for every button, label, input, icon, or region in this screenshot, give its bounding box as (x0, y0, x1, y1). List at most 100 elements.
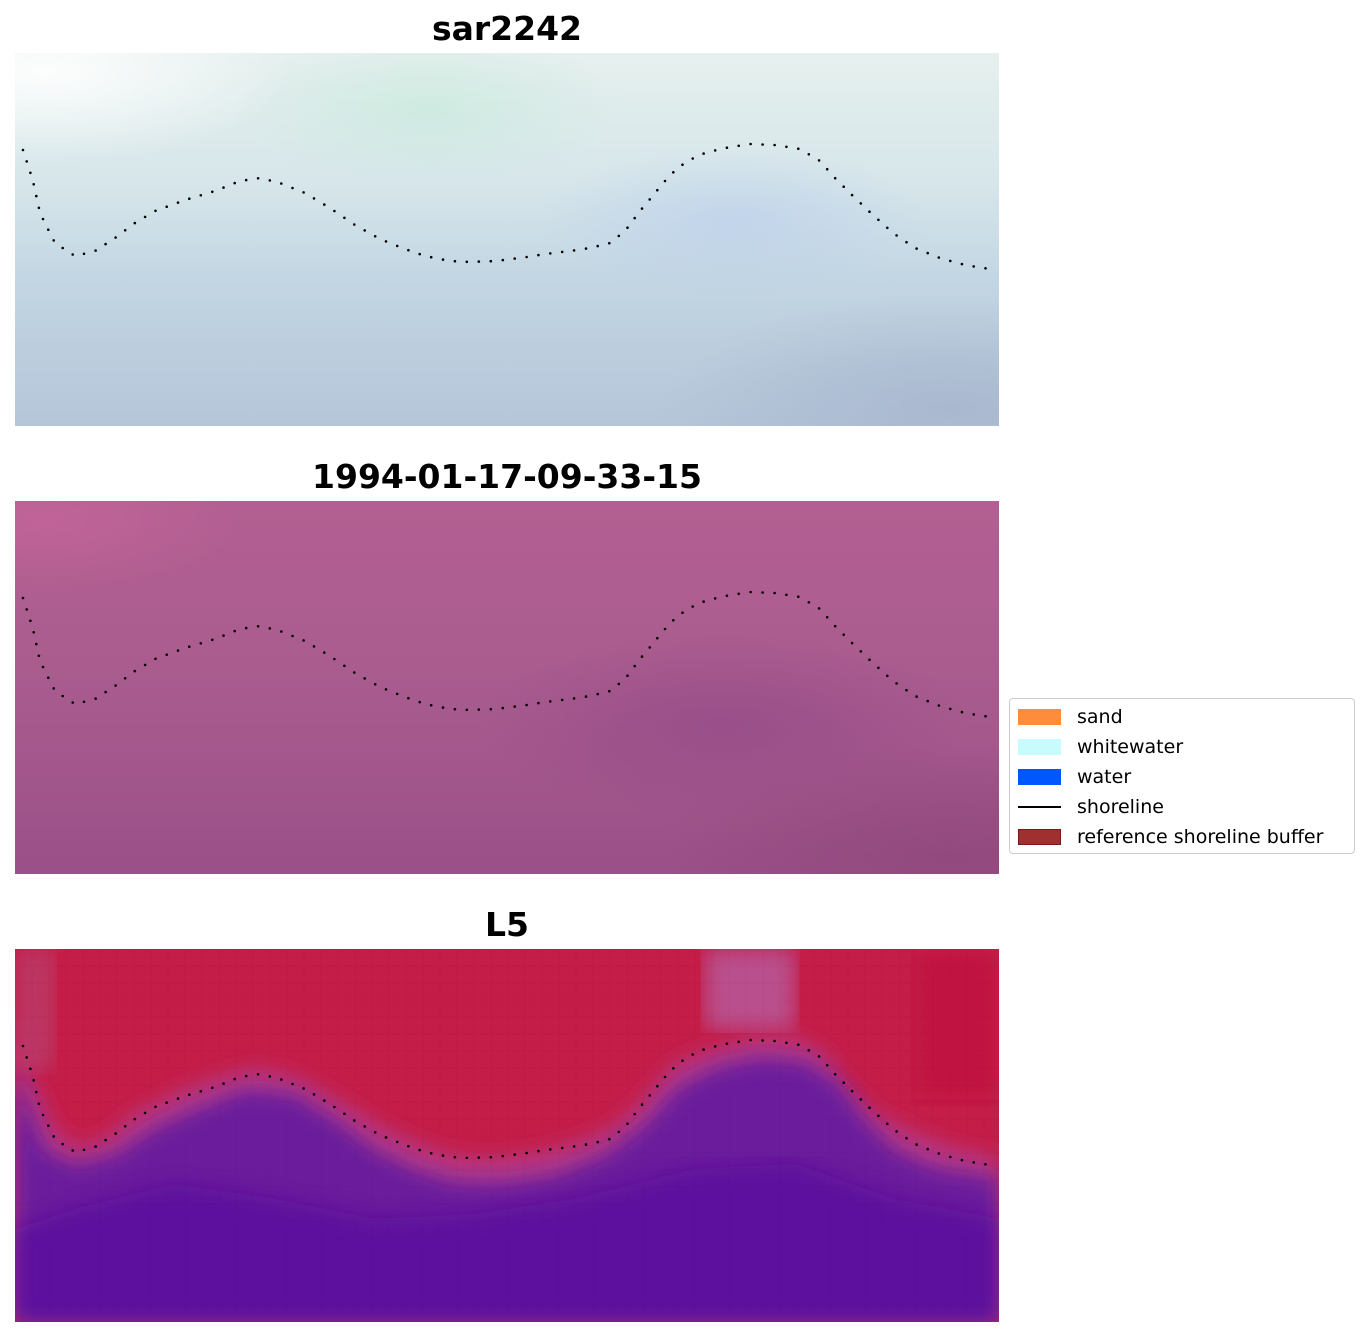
shoreline-dot (489, 707, 493, 711)
shoreline-dot (681, 1059, 684, 1062)
shoreline-dot (596, 692, 599, 696)
shoreline-dot (291, 634, 294, 638)
shoreline-dot (211, 190, 214, 194)
shoreline-dot (429, 255, 433, 259)
shoreline-dot (82, 252, 86, 256)
shoreline-dot (725, 146, 729, 149)
shoreline-dot (785, 1041, 788, 1045)
shoreline-dot (761, 591, 764, 594)
shoreline-dot (407, 248, 410, 252)
shoreline-dot (154, 209, 157, 213)
shoreline-line-swatch (1018, 806, 1061, 808)
shoreline-dot (681, 163, 684, 166)
shoreline-dot (123, 229, 127, 232)
shoreline-dot (104, 242, 107, 246)
shoreline-dot (280, 1078, 283, 1081)
shoreline-dot (886, 226, 889, 230)
shoreline-dot (702, 1048, 705, 1051)
shoreline-dot (859, 650, 863, 653)
shoreline-dot (926, 251, 929, 255)
shoreline-dot (807, 1049, 811, 1052)
satellite-image-rgb (15, 53, 999, 426)
shoreline-dot (429, 1151, 433, 1155)
shoreline-dot (886, 674, 889, 678)
shoreline-dot (114, 1132, 117, 1135)
shoreline-dot (165, 1101, 168, 1104)
shoreline-dot (133, 221, 137, 225)
shoreline-dot (537, 701, 540, 705)
legend-item-water: water (1018, 765, 1131, 789)
shoreline-dot (608, 689, 611, 693)
shoreline-dot (94, 697, 97, 700)
shoreline-dot (441, 258, 445, 261)
legend-label: water (1077, 766, 1132, 788)
shoreline-dot (302, 639, 305, 642)
shoreline-dot (407, 1144, 410, 1148)
shoreline-dot (713, 597, 717, 600)
shoreline-dot (21, 148, 25, 152)
shoreline-dot (47, 228, 50, 231)
shoreline-dot (268, 179, 272, 182)
shoreline-dot (513, 1153, 516, 1156)
shoreline-dot (154, 657, 157, 661)
legend-item-shoreline: shoreline (1018, 795, 1164, 819)
shoreline-dot (681, 611, 684, 614)
shoreline-dot (672, 1067, 675, 1070)
shoreline-dot (323, 1099, 326, 1102)
shoreline-dot (761, 143, 764, 146)
buffer-swatch (1018, 829, 1061, 845)
shoreline-dot (489, 259, 493, 263)
shoreline-dot (176, 1097, 180, 1100)
shoreline-dot (82, 1148, 86, 1152)
shoreline-dot (52, 239, 55, 242)
shoreline-dot (333, 209, 336, 213)
shoreline-dots (21, 1038, 987, 1166)
shoreline-dot (691, 605, 694, 608)
shoreline-dot (525, 703, 528, 707)
shoreline-dot (477, 1156, 481, 1159)
shoreline-dots (21, 142, 987, 270)
shoreline-dot (972, 265, 975, 268)
shoreline-dot (176, 201, 180, 204)
shoreline-dot (877, 218, 880, 222)
shoreline-dot (584, 1143, 588, 1146)
shoreline-dot (850, 1089, 854, 1093)
shoreline-dot (61, 694, 64, 698)
shoreline-dot (937, 256, 941, 259)
shoreline-dot (123, 1125, 127, 1128)
shoreline-dot (648, 1094, 651, 1097)
whitewater-swatch (1018, 739, 1061, 755)
shoreline-dot (737, 1040, 740, 1044)
shoreline-dot (937, 704, 941, 707)
shoreline-dot (915, 1143, 918, 1146)
image-panel-sar2242 (15, 53, 999, 426)
shoreline-dot (222, 634, 225, 637)
shoreline-dot (663, 179, 667, 183)
shoreline-dot (596, 244, 599, 248)
shoreline-dot (960, 262, 964, 266)
shoreline-dot (640, 207, 644, 210)
shoreline-dot (465, 708, 469, 712)
shoreline-dot (71, 1149, 74, 1152)
shoreline-dot (560, 698, 564, 702)
shoreline-dot (384, 240, 388, 243)
shoreline-dot (29, 171, 32, 175)
shoreline-dot (114, 236, 117, 239)
shoreline-dot (773, 1039, 776, 1043)
shoreline-dot (222, 186, 225, 189)
shoreline-dot (280, 182, 283, 185)
shoreline-dot (825, 1063, 829, 1067)
shoreline-dot (877, 1114, 880, 1118)
shoreline-dot (713, 1045, 717, 1048)
shoreline-dot (859, 202, 863, 205)
shoreline-dot (656, 636, 659, 640)
shoreline-dot (143, 1111, 147, 1115)
shoreline-dot (32, 183, 35, 186)
shoreline-dot (384, 1136, 388, 1139)
shoreline-dot (165, 653, 168, 656)
shoreline-dot (672, 619, 675, 622)
shoreline-dot (737, 144, 740, 148)
shoreline-dot (833, 1072, 837, 1076)
shoreline-dot (905, 1136, 908, 1140)
shoreline-dot (211, 638, 214, 642)
